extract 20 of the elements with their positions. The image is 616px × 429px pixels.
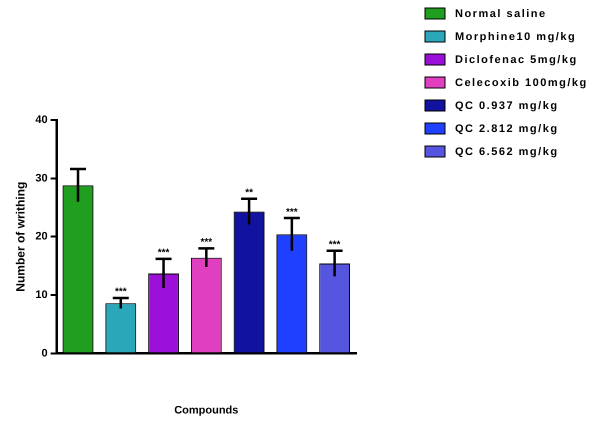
data-label: *** (286, 206, 298, 218)
legend-label: QC 6.562 mg/kg (455, 146, 559, 158)
y-tick-label: 30 (35, 172, 48, 184)
y-axis-title: Number of writhing (14, 182, 28, 292)
legend-label: QC 2.812 mg/kg (455, 123, 559, 136)
data-label: ** (245, 188, 254, 199)
y-tick-label: 20 (35, 230, 48, 243)
y-tick-label: 10 (35, 289, 48, 302)
x-axis-title: Compounds (174, 404, 238, 416)
data-label: *** (328, 239, 341, 250)
y-tick-label: 40 (35, 114, 48, 126)
legend-label: Morphine10 mg/kg (455, 31, 576, 44)
legend-label: Diclofenac 5mg/kg (455, 54, 578, 66)
legend-label: Celecoxib 100mg/kg (455, 77, 588, 90)
data-label: *** (114, 286, 127, 298)
data-label: *** (158, 248, 170, 259)
legend-label: QC 0.937 mg/kg (455, 100, 559, 112)
legend-label: Normal saline (455, 8, 547, 20)
data-label: *** (200, 237, 212, 248)
y-tick-label: 0 (42, 347, 48, 360)
